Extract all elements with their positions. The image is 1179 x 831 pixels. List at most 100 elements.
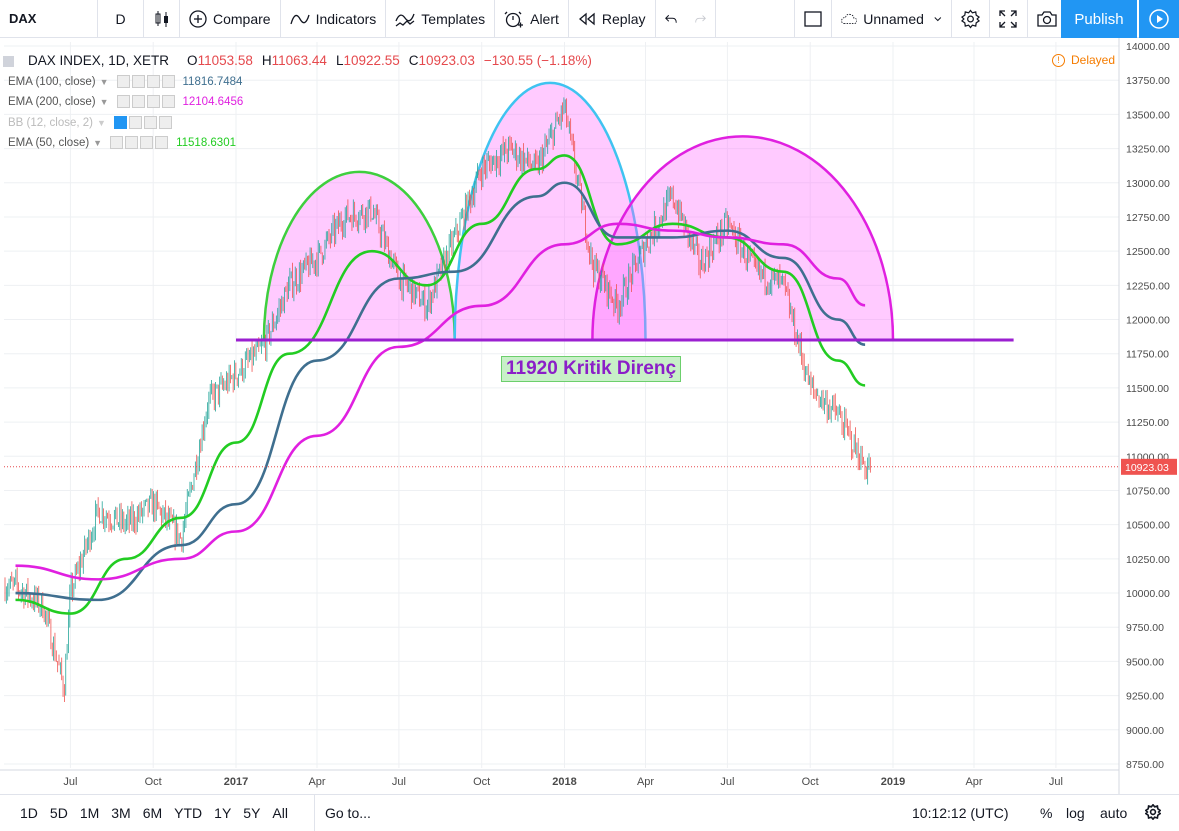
price-tick-label: 12500.00: [1126, 246, 1170, 258]
chevron-down-icon[interactable]: ▼: [99, 76, 109, 87]
close-icon[interactable]: [155, 136, 169, 149]
last-price-label: 10923.03: [1125, 462, 1169, 474]
templates-button[interactable]: Templates: [386, 0, 496, 38]
timeframe-5y[interactable]: 5Y: [243, 804, 261, 821]
source-icon[interactable]: [146, 75, 160, 88]
fullscreen-button[interactable]: [990, 0, 1028, 38]
templates-label: Templates: [421, 10, 486, 27]
open-value: 11053.58: [197, 53, 253, 68]
timeframe-5d[interactable]: 5D: [49, 804, 68, 821]
redo-icon: [694, 14, 706, 22]
toolbar-spacer: [716, 0, 794, 38]
indicator-row-bb[interactable]: BB (12, close, 2) ▼: [8, 116, 174, 129]
source-icon[interactable]: [146, 95, 160, 108]
timeframe-ytd[interactable]: YTD: [174, 804, 203, 821]
auto-toggle[interactable]: auto: [1100, 805, 1128, 821]
publish-label: Publish: [1074, 10, 1124, 28]
high-label: H: [261, 53, 272, 68]
settings-button[interactable]: [952, 0, 990, 38]
time-tick-label: Oct: [802, 776, 819, 788]
interval-button[interactable]: D: [98, 0, 144, 38]
snapshot-button[interactable]: [1028, 0, 1066, 38]
gear-icon[interactable]: [128, 116, 142, 129]
resistance-annotation[interactable]: 11920 Kritik Direnç: [501, 356, 682, 382]
indicator-row-ema50[interactable]: EMA (50, close) ▼ 11518.6301: [8, 136, 236, 149]
indicator-row-ema100[interactable]: EMA (100, close) ▼ 11816.7484: [8, 75, 242, 88]
gear-icon[interactable]: [125, 136, 139, 149]
chevron-down-icon[interactable]: ▼: [97, 117, 106, 128]
price-tick-label: 12750.00: [1126, 212, 1170, 224]
gear-icon[interactable]: [131, 95, 145, 108]
replay-icon: [578, 12, 595, 25]
gear-icon: [960, 8, 980, 29]
symbol-search[interactable]: DAX: [0, 0, 98, 38]
price-chart[interactable]: 14000.00 13750.00 13500.00 13250.00 13000.00…: [0, 38, 1179, 794]
chevron-down-icon[interactable]: ▼: [93, 137, 103, 148]
replay-button[interactable]: Replay: [569, 0, 656, 38]
time-tick-label: Oct: [473, 776, 490, 788]
select-layout-button[interactable]: [793, 0, 832, 38]
timeframe-6m[interactable]: 6M: [142, 804, 163, 821]
indicator-row-ema200[interactable]: EMA (200, close) ▼ 12104.6456: [8, 95, 243, 108]
timeframe-1d[interactable]: 1D: [20, 804, 38, 821]
indicator-label: BB (12, close, 2): [8, 116, 94, 129]
chevron-down-icon[interactable]: ▼: [99, 96, 109, 107]
chart-grid: [4, 42, 1119, 768]
chart-candles: [4, 97, 871, 702]
timeframe-1y[interactable]: 1Y: [214, 804, 232, 821]
gear-icon[interactable]: [1145, 804, 1161, 820]
eye-hidden-icon[interactable]: [113, 116, 127, 129]
close-icon[interactable]: [161, 95, 175, 108]
price-tick-label: 12250.00: [1126, 280, 1170, 292]
timeframe-1m[interactable]: 1M: [79, 804, 100, 821]
chart-axes: 14000.00 13750.00 13500.00 13250.00 13000.00…: [0, 38, 1177, 794]
timeframe-all[interactable]: All: [272, 804, 288, 821]
time-tick-label: Jul: [63, 776, 77, 788]
indicators-button[interactable]: Indicators: [281, 0, 387, 38]
log-toggle[interactable]: log: [1066, 805, 1085, 821]
price-tick-label: 8750.00: [1126, 759, 1164, 771]
source-icon[interactable]: [140, 136, 154, 149]
close-icon[interactable]: [158, 116, 172, 129]
eye-icon[interactable]: [116, 75, 130, 88]
alert-button[interactable]: Alert: [495, 0, 569, 38]
compare-button[interactable]: Compare: [180, 0, 281, 38]
price-tick-label: 13250.00: [1126, 144, 1170, 156]
percent-toggle[interactable]: %: [1040, 805, 1053, 821]
last-price-tag: [1121, 458, 1177, 475]
alert-icon: [504, 11, 524, 27]
delayed-badge[interactable]: ! Delayed: [1052, 53, 1115, 67]
gear-icon[interactable]: [131, 75, 145, 88]
price-tick-label: 11500.00: [1126, 383, 1169, 395]
undo-button[interactable]: [656, 0, 686, 38]
price-tick-label: 10000.00: [1126, 588, 1170, 600]
indicator-label: EMA (50, close): [8, 136, 90, 149]
price-tick-label: 13000.00: [1126, 178, 1170, 190]
timeframe-3m[interactable]: 3M: [111, 804, 131, 821]
utc-clock[interactable]: 10:12:12 (UTC): [912, 805, 1009, 821]
price-tick-label: 10500.00: [1126, 520, 1170, 532]
indicator-line: [15, 222, 866, 581]
goto-button[interactable]: Go to...: [313, 794, 371, 831]
eye-icon[interactable]: [110, 136, 124, 149]
publish-button[interactable]: Publish: [1061, 0, 1137, 38]
layout-name: Unnamed: [863, 10, 924, 27]
eye-icon[interactable]: [116, 95, 130, 108]
chart-area[interactable]: 14000.00 13750.00 13500.00 13250.00 13000.00…: [0, 38, 1179, 794]
high-value: 11063.44: [271, 53, 327, 68]
replay-label: Replay: [601, 10, 646, 27]
publish-menu-button[interactable]: [1139, 0, 1179, 38]
price-tick-label: 12000.00: [1126, 315, 1170, 327]
layout-name-button[interactable]: Unnamed: [832, 0, 952, 38]
chart-type-button[interactable]: [144, 0, 180, 38]
delayed-label: Delayed: [1071, 53, 1116, 67]
redo-button[interactable]: [686, 0, 716, 38]
close-icon[interactable]: [161, 75, 175, 88]
price-tick-label: 10750.00: [1126, 485, 1170, 497]
time-tick-label: Oct: [145, 776, 162, 788]
source-icon[interactable]: [143, 116, 157, 129]
indicator-line: [15, 181, 866, 602]
interval-label: D: [115, 10, 126, 27]
alert-label: Alert: [530, 10, 559, 27]
clock-icon: !: [1052, 53, 1065, 67]
